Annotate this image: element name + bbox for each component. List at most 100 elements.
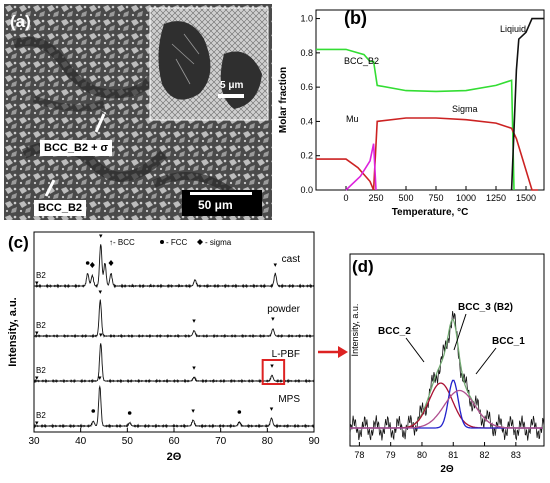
x-tick-label: 78: [354, 450, 364, 460]
fit-peak-bcc-2: [350, 382, 543, 429]
fcc-peak-marker: [85, 261, 90, 265]
y-tick-label: 0.0: [300, 185, 313, 195]
xrd-pattern-mps: [33, 384, 315, 429]
b2-annotation: B2: [36, 411, 46, 420]
x-tick-label: 83: [511, 450, 521, 460]
annotation-bcc-3: BCC_3 (B2): [458, 302, 513, 313]
peak-fit-chart: 78 79 80 81 82 83 2Θ Intensity, a.u. (d) BCC_2 BCC…: [349, 253, 545, 475]
x-tick-label: 250: [368, 193, 383, 203]
chart-panel-b: 0 250 500 750 1000 1250 1500 0.0 0.2 0.4 0.6 0.8 1.0…: [276, 4, 548, 220]
legend-sigma-marker: [197, 239, 203, 245]
chart-panel-c: 30 40 50 60 70 80 90 2Θ Intensity, a.u. (c) ↑- BCC…: [4, 226, 324, 478]
x-axis-label: 2Θ: [167, 451, 182, 463]
bcc-peak-marker: ▾: [192, 365, 196, 372]
fcc-peak-marker: [91, 409, 96, 413]
x-tick-label: 60: [168, 436, 180, 447]
fcc-peak-marker: [237, 410, 242, 414]
panel-a-label: (a): [10, 12, 31, 31]
x-tick-label: 82: [480, 450, 490, 460]
phase-fraction-chart: 0 250 500 750 1000 1250 1500 0.0 0.2 0.4 0.6 0.8 1.0…: [278, 8, 545, 218]
x-tick-label: 50: [122, 436, 134, 447]
fcc-peak-marker: [127, 411, 132, 415]
legend-sigma: - sigma: [205, 238, 232, 247]
b2-marker-icon: ▾: [35, 420, 39, 427]
bcc-peak-marker: ▾: [191, 408, 195, 415]
annotation-pointer: [405, 337, 425, 363]
micrograph-panel-a: (a) BCC_B2 + σ BCC_B2 50 μm 5 μm: [4, 4, 272, 220]
x-tick-label: 90: [308, 436, 320, 447]
xrd-chart: 30 40 50 60 70 80 90 2Θ Intensity, a.u. (c) ↑- BCC…: [7, 231, 320, 463]
x-tick-label: 1000: [456, 193, 476, 203]
x-axis-label: 2Θ: [440, 464, 454, 475]
y-tick-label: 0.6: [300, 82, 313, 92]
x-tick-label: 81: [448, 450, 458, 460]
legend-fcc-marker: [160, 240, 164, 244]
sigma-peak-marker: [108, 260, 114, 266]
bcc-peak-marker: ▾: [271, 316, 275, 323]
zoom-arrow-icon: [318, 346, 348, 358]
x-tick-label: 500: [398, 193, 413, 203]
bcc-peak-marker: ▾: [192, 318, 196, 325]
annotation-liquid: Liqiuid: [500, 24, 526, 34]
x-tick-label: 80: [262, 436, 274, 447]
panel-c-label: (c): [8, 233, 29, 252]
pattern-label-cast: cast: [282, 254, 301, 265]
legend-bcc: ↑- BCC: [109, 238, 135, 247]
x-tick-label: 1500: [516, 193, 536, 203]
series-line-bcc-b2: [316, 48, 515, 191]
xrd-pattern-powder: [34, 299, 315, 339]
pattern-label-l-pbf: L-PBF: [272, 349, 300, 360]
y-tick-label: 1.0: [300, 14, 313, 24]
raw-data-line: [349, 311, 545, 441]
x-tick-label: 30: [28, 436, 40, 447]
sigma-peak-marker: [89, 262, 95, 268]
x-tick-label: 40: [75, 436, 87, 447]
annotation-bcc-1: BCC_1: [492, 336, 525, 347]
series-line-sigma: [316, 117, 538, 191]
chart-panel-d: 78 79 80 81 82 83 2Θ Intensity, a.u. (d) BCC_2 BCC…: [336, 250, 548, 478]
y-axis-label: Intensity, a.u.: [7, 297, 19, 366]
y-tick-label: 0.4: [300, 116, 313, 126]
x-axis-label: Temperature, °C: [392, 207, 469, 218]
plot-frame: [315, 9, 545, 191]
y-axis-label: Molar fraction: [278, 67, 289, 133]
bcc-peak-marker: ▾: [99, 332, 103, 339]
b2-marker-icon: ▾: [35, 375, 39, 382]
bcc-peak-marker: ▾: [99, 233, 103, 240]
x-tick-label: 80: [417, 450, 427, 460]
y-tick-label: 0.8: [300, 48, 313, 58]
x-tick-label: 79: [386, 450, 396, 460]
xrd-pattern-l-pbf: [33, 343, 315, 384]
xrd-pattern-cast: [33, 244, 315, 289]
phase-label-bcc-b2: BCC_B2: [34, 200, 87, 216]
x-tick-label: 750: [428, 193, 443, 203]
b2-marker-icon: ▾: [35, 330, 39, 337]
panel-d-label: (d): [352, 257, 374, 276]
annotation-pointer: [453, 313, 467, 351]
b2-annotation: B2: [36, 366, 46, 375]
phase-label-bcc-b2-sigma: BCC_B2 + σ: [40, 140, 113, 156]
x-tick-label: 1250: [486, 193, 506, 203]
pattern-label-mps: MPS: [278, 394, 300, 405]
scale-bar-inset-label: 5 μm: [220, 80, 244, 91]
panel-b-label: (b): [344, 8, 367, 28]
inset-micrograph: [149, 7, 269, 121]
b2-annotation: B2: [36, 321, 46, 330]
series-line-mu: [345, 143, 377, 191]
b2-annotation: B2: [36, 271, 46, 280]
b2-marker-icon: ▾: [35, 280, 39, 287]
annotation-bcc-b2: BCC_B2: [344, 56, 379, 66]
legend-fcc: - FCC: [166, 238, 188, 247]
bcc-peak-marker: ▾: [270, 406, 274, 413]
bcc-peak-marker: ▾: [99, 289, 103, 296]
zoom-region-box: [261, 359, 286, 385]
annotation-pointer: [475, 347, 497, 375]
annotation-sigma: Sigma: [452, 104, 478, 114]
micrograph-image: [4, 4, 272, 220]
y-axis-label: Intensity, a.u.: [350, 304, 360, 357]
bcc-peak-marker: ▾: [270, 363, 274, 370]
plot-frame: [349, 253, 545, 447]
pattern-label-powder: powder: [267, 304, 300, 315]
scale-bar-main-label: 50 μm: [198, 198, 233, 212]
bcc-peak-marker: ▾: [274, 262, 278, 269]
